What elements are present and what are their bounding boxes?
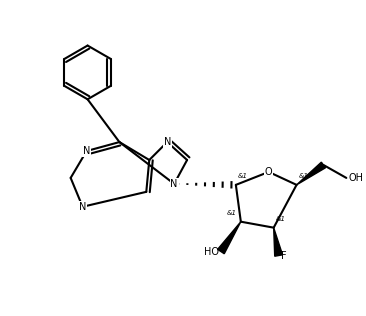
Text: N: N [79, 202, 86, 212]
Polygon shape [274, 228, 283, 256]
Text: OH: OH [348, 173, 363, 183]
Text: &1: &1 [238, 173, 248, 179]
Text: &1: &1 [227, 210, 237, 216]
Polygon shape [218, 222, 241, 254]
Text: &1: &1 [299, 173, 309, 179]
Text: F: F [281, 251, 286, 260]
Text: N: N [164, 137, 171, 147]
Text: HO: HO [204, 246, 219, 257]
Text: O: O [265, 167, 273, 177]
Text: N: N [171, 179, 178, 189]
Text: N: N [83, 146, 90, 156]
Polygon shape [296, 162, 325, 185]
Text: &1: &1 [276, 216, 286, 222]
